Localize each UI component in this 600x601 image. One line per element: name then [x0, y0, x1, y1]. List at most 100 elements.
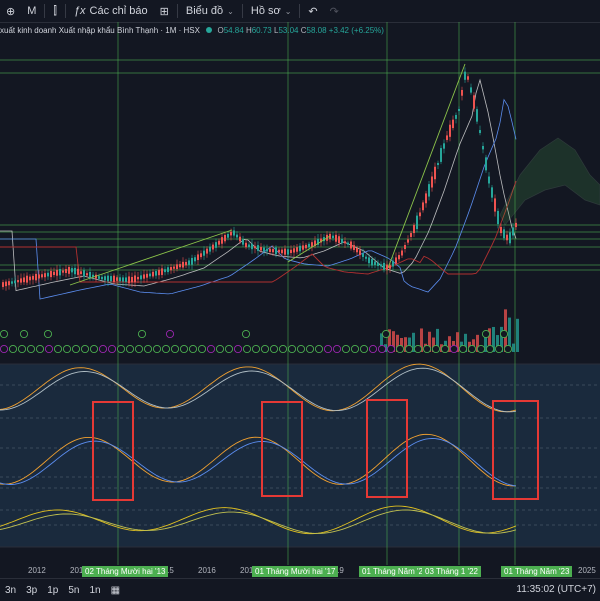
- candle-body: [32, 275, 34, 280]
- redo-button[interactable]: ↷: [324, 0, 345, 22]
- chart-menu-button[interactable]: Biểu đồ ⌄: [180, 0, 240, 22]
- candle-body: [458, 108, 460, 112]
- candle-body: [92, 274, 94, 277]
- volume-bar: [400, 337, 403, 352]
- candle-body: [422, 202, 424, 211]
- volume-bar: [412, 332, 415, 352]
- event-marker: [386, 344, 396, 354]
- candle-body: [26, 275, 28, 283]
- candle-body: [152, 271, 154, 277]
- oscillator-line: [0, 433, 517, 487]
- event-marker: [161, 344, 171, 354]
- candle-body: [227, 233, 229, 238]
- interval-button[interactable]: M: [27, 5, 37, 17]
- change-value: +3.42 (+6.25%): [328, 26, 384, 35]
- volume-bar: [396, 334, 399, 352]
- candle-body: [287, 249, 289, 255]
- event-marker: [458, 344, 468, 354]
- event-marker: [44, 344, 54, 354]
- timeframe-button[interactable]: 3p: [26, 584, 38, 596]
- highlight-box: [366, 399, 408, 498]
- candle-body: [398, 255, 400, 260]
- price-chart[interactable]: [0, 22, 600, 578]
- candle-body: [170, 267, 172, 271]
- event-marker: [215, 344, 225, 354]
- layout-button[interactable]: ⊞: [154, 0, 175, 22]
- event-marker: [341, 344, 351, 354]
- date-range-button[interactable]: ▦: [106, 585, 125, 596]
- event-marker: [287, 344, 297, 354]
- event-marker: [323, 344, 333, 354]
- undo-button[interactable]: ↶: [302, 0, 323, 22]
- volume-bar: [500, 326, 503, 352]
- candle-body: [314, 240, 316, 246]
- symbol-title[interactable]: xuất kinh doanh Xuất nhập khẩu Bình Thạn…: [0, 26, 200, 35]
- event-marker: [242, 344, 252, 354]
- event-marker: [0, 329, 9, 339]
- candle-body: [62, 270, 64, 273]
- candle-body: [281, 249, 283, 254]
- candle-body: [137, 276, 139, 280]
- candle-body: [185, 261, 187, 266]
- candle-body: [101, 276, 103, 280]
- calendar-icon: ▦: [110, 584, 121, 596]
- low-label: L: [274, 26, 279, 35]
- candle-body: [68, 267, 70, 274]
- chart-area[interactable]: xuất kinh doanh Xuất nhập khẩu Bình Thạn…: [0, 22, 600, 578]
- event-marker: [89, 344, 99, 354]
- candle-body: [449, 124, 451, 137]
- event-marker: [43, 329, 53, 339]
- timeframe-button[interactable]: 1p: [47, 584, 59, 596]
- candle-body: [479, 130, 481, 134]
- candle-body: [95, 274, 97, 279]
- x-axis-label: 2012: [28, 566, 46, 575]
- candle-body: [359, 250, 361, 256]
- candle-body: [470, 87, 472, 93]
- event-marker: [413, 344, 423, 354]
- oscillator-line: [0, 367, 517, 413]
- plus-icon: ⊕: [6, 5, 16, 18]
- chart-type-button[interactable]: ⫿: [47, 0, 63, 22]
- event-marker: [125, 344, 135, 354]
- timeframe-button[interactable]: 5n: [68, 584, 80, 596]
- candle-body: [404, 244, 406, 250]
- x-axis-crosshair-date: 01 Tháng Mười hai '17: [252, 566, 339, 577]
- candle-body: [125, 277, 127, 282]
- toolbar-divider: [176, 4, 178, 18]
- candle-body: [296, 247, 298, 252]
- candle-body: [356, 247, 358, 253]
- event-marker: [107, 344, 117, 354]
- candle-body: [53, 271, 55, 275]
- candle-body: [179, 264, 181, 268]
- candle-body: [323, 237, 325, 242]
- event-marker: [188, 344, 198, 354]
- add-symbol-button[interactable]: ⊕: [0, 0, 21, 22]
- profile-menu-button[interactable]: Hồ sơ ⌄: [245, 0, 298, 22]
- indicators-button[interactable]: ƒx Các chỉ báo: [68, 0, 154, 22]
- candle-body: [236, 234, 238, 238]
- candle-body: [86, 273, 88, 276]
- candle-body: [8, 281, 10, 286]
- event-marker: [476, 344, 486, 354]
- event-marker: [296, 344, 306, 354]
- chevron-down-icon: ⌄: [227, 6, 234, 16]
- event-marker: [17, 344, 27, 354]
- timeframe-button[interactable]: 3n: [5, 584, 17, 596]
- candle-body: [311, 242, 313, 247]
- candle-body: [413, 224, 415, 234]
- candle-body: [509, 232, 511, 244]
- candle-body: [380, 264, 382, 267]
- candle-body: [74, 267, 76, 275]
- candle-body: [506, 234, 508, 241]
- event-marker: [98, 344, 108, 354]
- open-label: O: [217, 26, 224, 35]
- event-marker: [467, 344, 477, 354]
- volume-bar: [448, 336, 451, 352]
- clock: 11:35:02 (UTC+7): [516, 584, 596, 595]
- volume-bar: [456, 332, 459, 352]
- event-marker: [143, 344, 153, 354]
- redo-icon: ↷: [329, 5, 339, 18]
- timeframe-button[interactable]: 1n: [89, 584, 101, 596]
- event-marker: [251, 344, 261, 354]
- candle-body: [209, 246, 211, 252]
